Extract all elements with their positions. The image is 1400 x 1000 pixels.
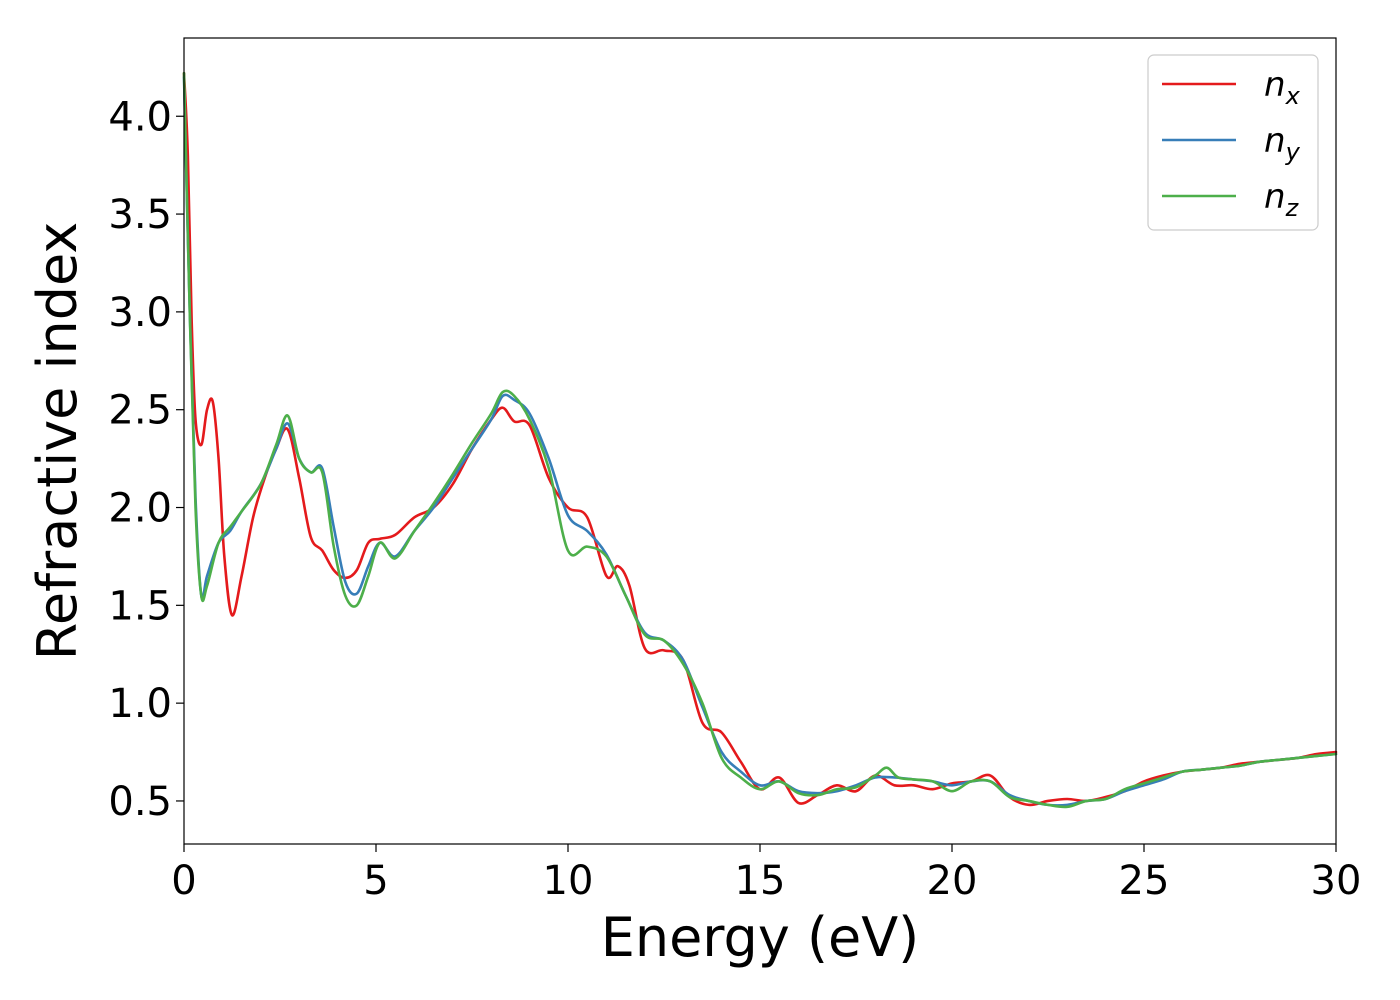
x-tick-label: 25: [1119, 858, 1170, 904]
x-tick-label: 0: [171, 858, 196, 904]
x-axis-label: Energy (eV): [601, 906, 920, 969]
y-axis-ticks: 0.5 1.0 1.5 2.0 2.5 3.0 3.5 4.0: [108, 94, 184, 825]
y-tick-label: 0.5: [108, 779, 172, 825]
x-tick-label: 20: [927, 858, 978, 904]
y-tick-label: 2.5: [108, 388, 172, 434]
x-axis-ticks: 0 5 10 15 20 25 30: [171, 844, 1361, 904]
y-tick-label: 4.0: [108, 94, 172, 140]
y-axis-label: Refractive index: [26, 222, 89, 661]
y-tick-label: 3.0: [108, 290, 172, 336]
y-tick-label: 1.0: [108, 681, 172, 727]
x-tick-label: 15: [735, 858, 786, 904]
series-line-nz: [182, 71, 1338, 809]
x-tick-label: 10: [543, 858, 594, 904]
x-tick-label: 5: [363, 858, 388, 904]
legend-label-ny: ny: [1264, 121, 1301, 166]
y-tick-label: 1.5: [108, 583, 172, 629]
y-tick-label: 3.5: [108, 192, 172, 238]
plot-area: [184, 38, 1336, 844]
series-layer: [182, 71, 1338, 809]
y-tick-label: 2.0: [108, 486, 172, 532]
legend-box: [1147, 54, 1319, 231]
x-tick-label: 30: [1311, 858, 1362, 904]
legend-subscript: x: [1285, 82, 1301, 110]
legend-subscript: y: [1285, 138, 1301, 166]
legend-subscript: z: [1285, 194, 1300, 222]
